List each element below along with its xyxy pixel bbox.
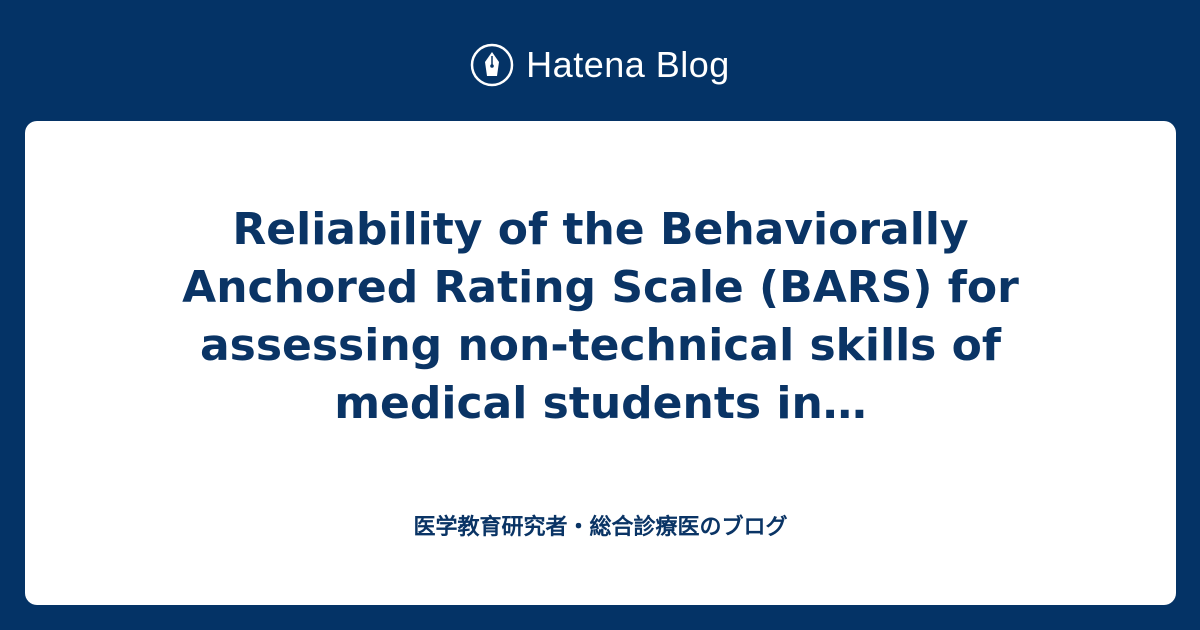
entry-card: Reliability of the Behaviorally Anchored… bbox=[25, 121, 1176, 605]
entry-title: Reliability of the Behaviorally Anchored… bbox=[182, 204, 1019, 429]
brand-name: Hatena Blog bbox=[526, 44, 730, 85]
fountain-pen-icon bbox=[470, 43, 514, 87]
hatena-blog-logo: Hatena Blog bbox=[0, 43, 1200, 87]
blog-name: 医学教育研究者・総合診療医のブログ bbox=[413, 515, 788, 540]
